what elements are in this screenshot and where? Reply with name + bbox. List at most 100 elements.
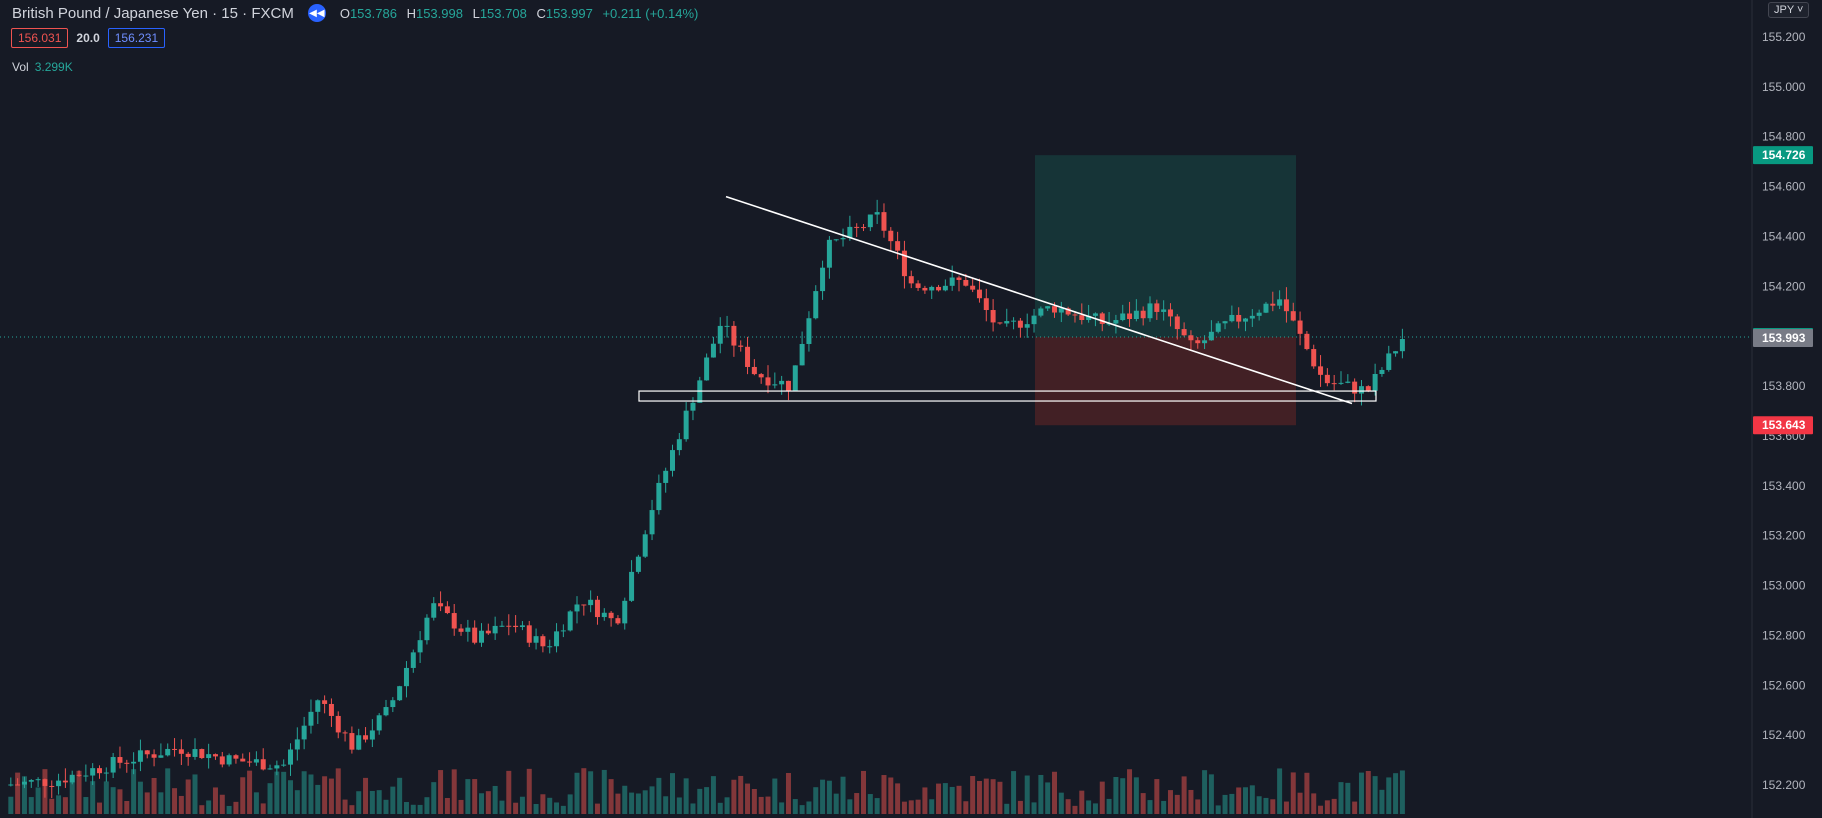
currency-label: JPY	[1774, 4, 1794, 16]
volume-bar	[1236, 787, 1242, 814]
volume-bar	[1181, 776, 1187, 814]
candle-body	[424, 617, 430, 641]
candle-body	[888, 230, 894, 242]
candle-body	[799, 343, 805, 366]
volume-bar	[1031, 802, 1037, 814]
profit-zone[interactable]	[1035, 155, 1296, 337]
volume-bar	[704, 787, 710, 814]
volume-bar	[581, 768, 587, 814]
volume-bar	[137, 781, 143, 814]
candle-body	[28, 780, 34, 782]
candle-body	[1113, 320, 1119, 324]
volume-bar	[62, 797, 68, 814]
sell-button[interactable]: 156.031	[11, 28, 69, 48]
volume-bar	[172, 788, 178, 814]
candle-body	[1127, 313, 1133, 320]
candle-body	[1147, 303, 1153, 319]
volume-legend[interactable]: Vol 3.299K	[12, 60, 73, 74]
volume-bar	[1393, 773, 1399, 814]
volume-bar	[322, 776, 328, 814]
volume-bar	[267, 783, 273, 814]
candle-body	[942, 285, 948, 291]
price-tag	[1753, 416, 1813, 435]
candle-body	[956, 277, 962, 280]
loss-zone[interactable]	[1035, 336, 1296, 426]
candle-body	[676, 439, 682, 451]
candle-body	[990, 310, 996, 323]
candle-body	[356, 735, 362, 750]
volume-bar	[635, 793, 641, 814]
volume-bar	[915, 799, 921, 814]
volume-bar	[615, 793, 621, 814]
ohlc-high-value: 153.998	[415, 5, 463, 21]
candle-body	[499, 625, 505, 627]
price-axis-tick-label: 153.000	[1762, 579, 1806, 593]
candle-body	[479, 630, 485, 643]
trendline[interactable]	[725, 195, 1353, 405]
volume-bar	[649, 786, 655, 814]
candle-body	[519, 625, 525, 628]
volume-bar	[21, 776, 27, 814]
buy-sell-panel: 156.031 20.0 156.231	[11, 28, 166, 48]
price-tag	[1753, 328, 1813, 347]
volume-bar	[847, 799, 853, 814]
volume-bar	[117, 789, 123, 814]
candle-body	[1161, 309, 1167, 312]
volume-bar	[479, 793, 485, 814]
volume-bar	[731, 779, 737, 814]
candle-body	[1229, 314, 1235, 322]
candle-body	[560, 630, 566, 632]
volume-bar	[929, 799, 935, 814]
price-axis[interactable]	[1752, 0, 1822, 818]
volume-bar	[281, 771, 287, 814]
candle-body	[97, 768, 103, 774]
volume-bar	[799, 805, 805, 814]
candle-body	[813, 291, 819, 319]
volume-bar	[288, 780, 294, 814]
candle-body	[840, 238, 846, 240]
volume-bar	[574, 772, 580, 814]
candle-body	[1195, 340, 1201, 344]
volume-bar	[1229, 793, 1235, 814]
volume-bar	[328, 778, 334, 814]
candle-body	[970, 285, 976, 290]
replay-icon[interactable]: ◀◀	[307, 4, 326, 22]
volume-bar	[219, 794, 225, 814]
volume-bar	[710, 776, 716, 814]
candle-body	[1236, 314, 1242, 322]
candle-body	[1386, 353, 1392, 370]
volume-bar	[349, 805, 355, 814]
volume-bar	[49, 798, 55, 814]
candle-body	[342, 732, 348, 734]
volume-bar	[1099, 781, 1105, 814]
volume-bar	[970, 776, 976, 814]
volume-bar	[1038, 774, 1044, 814]
volume-bar	[717, 802, 723, 814]
candle-body	[574, 604, 580, 612]
volume-bar	[963, 801, 969, 814]
symbol-title[interactable]: British Pound / Japanese Yen · 15 · FXCM	[12, 4, 294, 22]
volume-bar	[806, 801, 812, 814]
candle-body	[1133, 310, 1139, 320]
volume-bar	[69, 776, 75, 814]
volume-bar	[431, 782, 437, 814]
volume-bar	[936, 783, 942, 814]
volume-bar	[1290, 772, 1296, 814]
support-zone[interactable]	[638, 390, 1377, 402]
currency-selector[interactable]: JPY ˅	[1768, 2, 1810, 18]
candle-body	[1379, 369, 1385, 374]
candle-body	[281, 764, 287, 766]
candle-body	[683, 410, 689, 440]
volume-bar	[383, 799, 389, 814]
volume-bar	[1202, 770, 1208, 814]
candle-body	[1222, 321, 1228, 324]
volume-bar	[247, 770, 253, 814]
buy-button[interactable]: 156.231	[107, 28, 166, 48]
volume-bar	[144, 792, 150, 814]
candle-body	[247, 761, 253, 763]
volume-bar	[922, 787, 928, 814]
candle-body	[738, 345, 744, 347]
candle-body	[547, 646, 553, 648]
